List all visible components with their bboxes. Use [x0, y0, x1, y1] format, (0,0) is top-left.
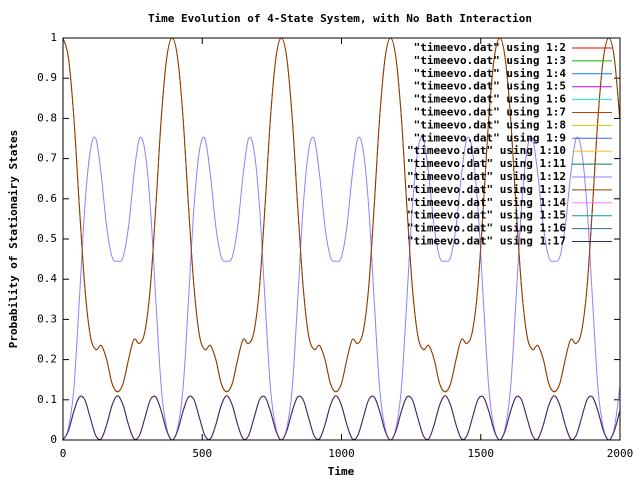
- legend-label: "timeevo.dat" using 1:17: [407, 235, 566, 248]
- legend-label: "timeevo.dat" using 1:15: [407, 209, 566, 222]
- x-tick-label: 0: [60, 447, 67, 460]
- x-axis-label: Time: [328, 465, 355, 478]
- plot-border: [62, 37, 621, 441]
- series-line: [63, 136, 620, 440]
- legend-label: "timeevo.dat" using 1:16: [407, 222, 566, 235]
- legend-label: "timeevo.dat" using 1:5: [414, 80, 566, 93]
- legend-label: "timeevo.dat" using 1:9: [414, 131, 566, 144]
- legend-label: "timeevo.dat" using 1:2: [414, 41, 566, 54]
- y-tick-label: 0: [50, 433, 57, 446]
- legend-label: "timeevo.dat" using 1:12: [407, 170, 566, 183]
- series-line: [63, 395, 620, 440]
- x-tick-label: 1000: [328, 447, 355, 460]
- x-tick-label: 1500: [468, 447, 495, 460]
- series-line: [63, 38, 620, 393]
- legend-label: "timeevo.dat" using 1:10: [407, 144, 566, 157]
- legend-label: "timeevo.dat" using 1:11: [407, 157, 566, 170]
- legend-label: "timeevo.dat" using 1:4: [414, 67, 567, 80]
- y-tick-label: 0.9: [37, 71, 57, 84]
- y-tick-label: 0.7: [37, 152, 57, 165]
- y-tick-label: 0.6: [37, 192, 57, 205]
- legend-label: "timeevo.dat" using 1:14: [407, 196, 566, 209]
- legend-label: "timeevo.dat" using 1:13: [407, 183, 566, 196]
- y-tick-label: 1: [50, 31, 57, 44]
- x-tick-label: 500: [192, 447, 212, 460]
- y-tick-label: 0.5: [37, 232, 57, 245]
- y-tick-label: 0.4: [37, 272, 57, 285]
- y-tick-label: 0.8: [37, 111, 57, 124]
- y-tick-label: 0.3: [37, 312, 57, 325]
- legend-label: "timeevo.dat" using 1:8: [414, 118, 566, 131]
- y-tick-label: 0.1: [37, 393, 57, 406]
- y-axis-label: Probability of Stationairy States: [7, 130, 20, 349]
- legend-label: "timeevo.dat" using 1:7: [414, 106, 566, 119]
- legend-label: "timeevo.dat" using 1:6: [414, 93, 567, 106]
- chart-title: Time Evolution of 4-State System, with N…: [148, 12, 532, 25]
- y-tick-label: 0.2: [37, 353, 57, 366]
- legend-label: "timeevo.dat" using 1:3: [414, 54, 566, 67]
- x-tick-label: 2000: [607, 447, 634, 460]
